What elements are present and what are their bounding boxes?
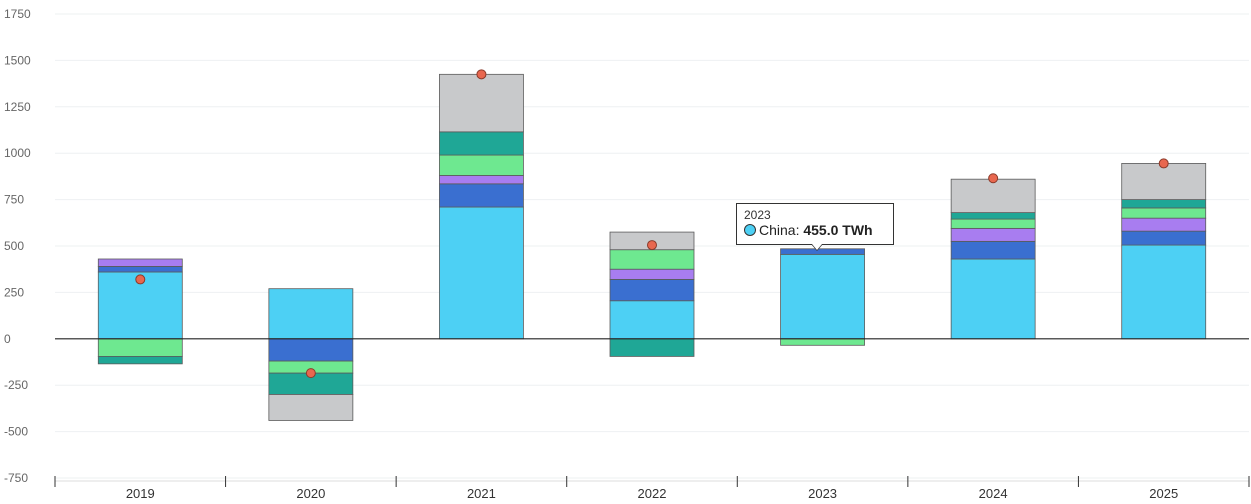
net-marker[interactable] (476, 69, 487, 80)
bar-segment[interactable] (1121, 199, 1207, 209)
bar-stack[interactable] (609, 231, 695, 357)
x-tick-label: 2020 (296, 486, 325, 501)
bar-segment[interactable] (609, 249, 695, 270)
bar-segment[interactable] (609, 300, 695, 340)
bar-segment[interactable] (1121, 207, 1207, 219)
bar-segment[interactable] (950, 178, 1036, 213)
x-tick-label: 2021 (467, 486, 496, 501)
bar-segment[interactable] (950, 258, 1036, 340)
bar-segment[interactable] (439, 73, 524, 133)
y-tick-label: 1000 (4, 146, 31, 160)
bar-segment[interactable] (439, 175, 524, 185)
tooltip-value: 455.0 TWh (803, 222, 873, 238)
bar-segment[interactable] (950, 227, 1036, 242)
bar-segment[interactable] (609, 279, 695, 302)
bar-segment[interactable] (439, 183, 524, 208)
bar-segment[interactable] (1121, 163, 1207, 201)
x-tick-label: 2025 (1149, 486, 1178, 501)
bar-segment[interactable] (439, 131, 524, 156)
y-tick-label: 1750 (4, 7, 31, 21)
net-marker[interactable] (988, 173, 999, 184)
net-marker[interactable] (305, 368, 316, 379)
bar-segment[interactable] (950, 240, 1036, 260)
y-tick-label: 250 (4, 285, 24, 299)
x-tick-label: 2019 (126, 486, 155, 501)
bar-segment[interactable] (1121, 217, 1207, 232)
tooltip-arrow-fill (812, 244, 822, 250)
bar-stack[interactable] (268, 288, 354, 421)
bar-segment[interactable] (780, 338, 865, 346)
y-tick-label: -750 (4, 471, 28, 485)
bar-segment[interactable] (97, 338, 183, 357)
bar-stack[interactable] (950, 178, 1036, 340)
y-axis: 1750 1500 1250 1000 750 500 250 0 -250 -500 -750 (4, 7, 31, 485)
bar-segment[interactable] (780, 253, 865, 340)
bar-stack[interactable] (780, 248, 865, 346)
tooltip-series-dot (744, 224, 756, 236)
net-marker[interactable] (135, 274, 146, 285)
net-marker[interactable] (647, 240, 657, 251)
bar-segment[interactable] (97, 356, 183, 365)
x-axis: 2019 2020 2021 2022 2023 2024 2025 (54, 476, 1250, 501)
bar-segment[interactable] (97, 266, 183, 273)
net-markers (135, 69, 1169, 379)
y-tick-label: 0 (4, 332, 11, 346)
tooltip-row: China: 455.0 TWh (744, 222, 873, 238)
x-tick-label: 2024 (979, 486, 1008, 501)
tooltip: 2023 China: 455.0 TWh (736, 203, 894, 251)
bar-segment[interactable] (950, 218, 1036, 229)
bar-segment[interactable] (439, 206, 524, 340)
y-tick-label: -250 (4, 378, 28, 392)
bar-segment[interactable] (268, 338, 354, 362)
y-tick-label: -500 (4, 425, 28, 439)
bar-segment[interactable] (609, 338, 695, 357)
y-tick-label: 750 (4, 193, 24, 207)
y-tick-label: 1250 (4, 100, 31, 114)
bar-segment[interactable] (268, 288, 354, 340)
tooltip-series-label: China: (759, 222, 800, 238)
x-tick-label: 2023 (808, 486, 837, 501)
bar-segment[interactable] (268, 394, 354, 421)
y-tick-label: 1500 (4, 53, 31, 67)
bar-segment[interactable] (609, 268, 695, 280)
bar-segment[interactable] (439, 154, 524, 176)
bar-segment[interactable] (1121, 230, 1207, 246)
bar-segment[interactable] (950, 212, 1036, 220)
x-tick-label: 2022 (638, 486, 667, 501)
bar-segment[interactable] (1121, 244, 1207, 340)
bar-stack[interactable] (439, 73, 524, 340)
net-marker[interactable] (1158, 158, 1169, 169)
y-tick-label: 500 (4, 239, 24, 253)
bar-stack[interactable] (1121, 163, 1207, 340)
tooltip-year: 2023 (744, 208, 771, 222)
bar-segment[interactable] (97, 258, 183, 267)
